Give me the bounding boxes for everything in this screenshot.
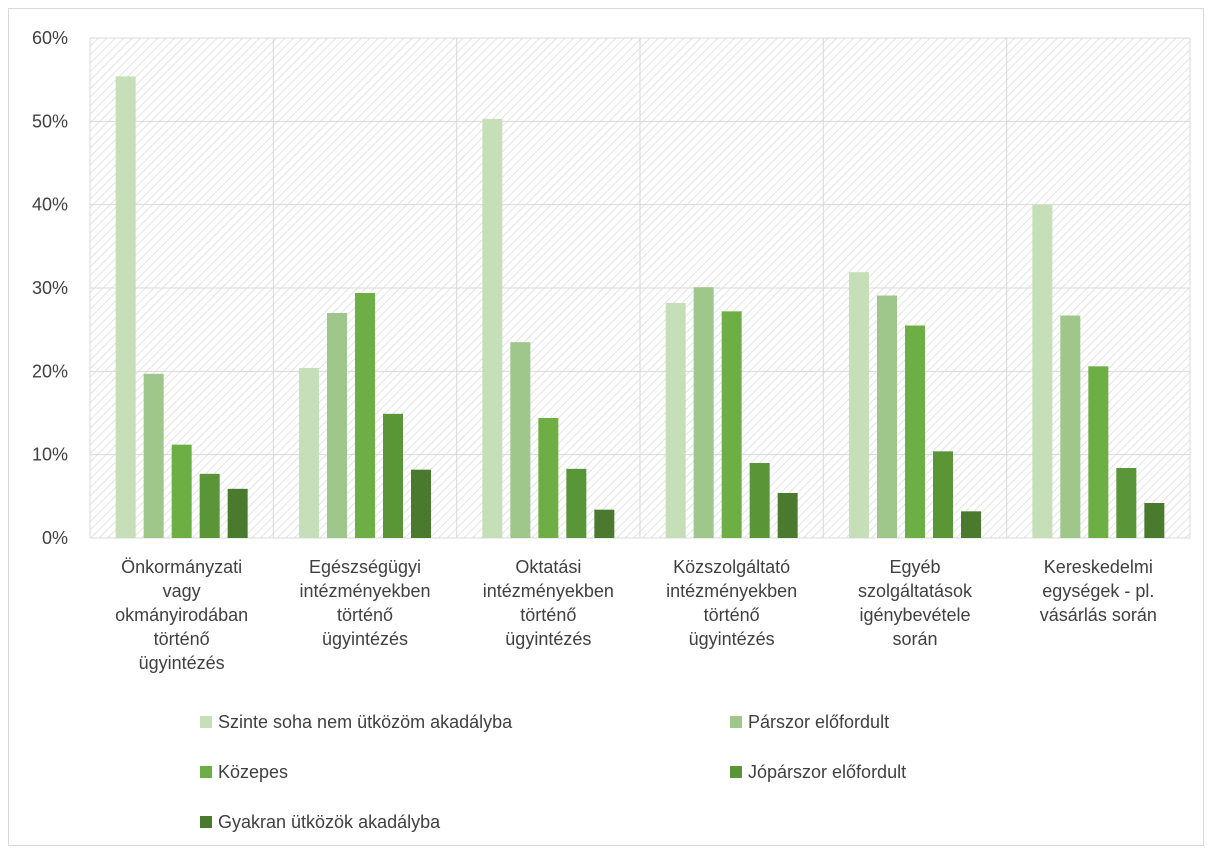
x-category-label: vásárlás során <box>1040 605 1157 625</box>
bar <box>566 468 587 538</box>
legend-label: Gyakran ütközök akadályba <box>218 812 441 832</box>
bar <box>171 444 192 538</box>
y-tick-label: 20% <box>32 361 68 381</box>
x-category-label: Kereskedelmi <box>1044 557 1153 577</box>
x-category-label: intézményekben <box>299 581 430 601</box>
bar <box>383 413 403 538</box>
legend-swatch <box>200 816 212 828</box>
bar <box>227 488 248 538</box>
bar <box>905 325 925 538</box>
x-category-label: Oktatási <box>515 557 581 577</box>
x-category-label: Egészségügyi <box>309 557 421 577</box>
bar <box>594 509 615 538</box>
legend-label: Szinte soha nem ütközöm akadályba <box>218 712 513 732</box>
bar <box>749 463 770 538</box>
bar <box>961 511 981 538</box>
bar <box>538 418 559 538</box>
y-tick-label: 40% <box>32 195 68 215</box>
x-category-label: szolgáltatások <box>858 581 973 601</box>
x-category-label: történő <box>154 629 210 649</box>
bar <box>327 313 347 538</box>
bar <box>1032 204 1053 538</box>
x-axis-labels: Önkormányzati vagy okmányirodában történő üg… <box>115 557 1157 673</box>
x-category-label: Közszolgáltató <box>673 557 790 577</box>
bar <box>115 76 136 538</box>
legend-swatch <box>200 716 212 728</box>
y-tick-label: 50% <box>32 111 68 131</box>
x-category-label: okmányirodában <box>115 605 248 625</box>
x-category-label: ügyintézés <box>689 629 775 649</box>
x-category-label: igénybevétele <box>859 605 970 625</box>
x-category-label: történő <box>704 605 760 625</box>
bar <box>877 295 897 538</box>
y-tick-label: 0% <box>42 528 68 548</box>
legend-swatch <box>200 766 212 778</box>
bar <box>1088 366 1109 538</box>
bar <box>777 493 798 538</box>
x-category-label: ügyintézés <box>139 653 225 673</box>
y-axis-ticks: 0% 10% 20% 30% 40% 50% 60% <box>32 28 68 548</box>
x-category-label: Egyéb <box>889 557 940 577</box>
bar <box>1116 468 1137 538</box>
bar <box>665 303 686 538</box>
bar <box>143 373 164 538</box>
legend-label: Közepes <box>218 762 288 782</box>
bar <box>1144 503 1165 538</box>
x-category-label: történő <box>520 605 576 625</box>
x-category-label: egységek - pl. <box>1042 581 1154 601</box>
bar <box>299 368 319 538</box>
legend: Szinte soha nem ütközöm akadályba Párszor… <box>200 712 906 832</box>
legend-label: Jópárszor előfordult <box>748 762 906 782</box>
bar <box>355 293 375 538</box>
bar <box>721 311 742 538</box>
y-tick-label: 30% <box>32 278 68 298</box>
bar <box>199 473 220 538</box>
x-category-label: ügyintézés <box>505 629 591 649</box>
bars <box>115 76 1165 538</box>
x-category-label: intézményekben <box>666 581 797 601</box>
legend-swatch <box>730 716 742 728</box>
x-category-label: intézményekben <box>483 581 614 601</box>
legend-swatch <box>730 766 742 778</box>
bar <box>510 342 531 538</box>
bar <box>411 469 431 538</box>
gridlines <box>89 37 1191 539</box>
y-tick-label: 10% <box>32 445 68 465</box>
y-tick-label: 60% <box>32 28 68 48</box>
x-category-label: során <box>892 629 937 649</box>
x-category-label: Önkormányzati <box>121 557 242 577</box>
bar <box>933 451 953 538</box>
bar <box>849 272 869 538</box>
bar <box>482 118 503 538</box>
x-category-label: történő <box>337 605 393 625</box>
bar <box>693 287 714 538</box>
x-category-label: ügyintézés <box>322 629 408 649</box>
x-category-label: vagy <box>163 581 201 601</box>
bar <box>1060 315 1081 538</box>
legend-label: Párszor előfordult <box>748 712 889 732</box>
